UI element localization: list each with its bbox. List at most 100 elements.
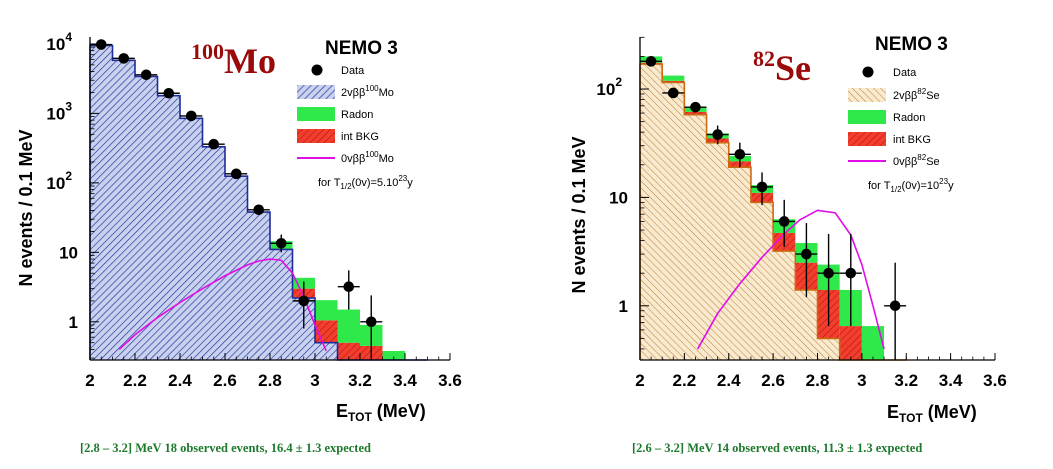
x-tick-label: 3 xyxy=(310,371,319,390)
legend-2v-label: 2vββ82Se xyxy=(893,87,940,102)
bar-bkg-bin-9 xyxy=(839,326,862,360)
data-point xyxy=(684,101,707,113)
x-tick-label: 2.8 xyxy=(806,371,830,390)
se82-axes: 2 2.2 2.4 2.6 2.8 3 3.2 3.4 3.6 102 10 1 xyxy=(596,36,1007,390)
mo100-data-points xyxy=(90,39,383,359)
legend-2v-label: 2vββ100Mo xyxy=(341,84,394,99)
se82-legend: Data 2vββ82Se Radon int BKG 0vββ82Se for… xyxy=(848,66,954,194)
data-point xyxy=(112,53,135,64)
bar-bkg-bin-11 xyxy=(337,342,360,360)
bar-2v-bin-7 xyxy=(247,212,270,360)
bar-radon-bin-11 xyxy=(337,309,360,343)
legend-2v-swatch xyxy=(848,88,886,102)
bar-2v-bin-5 xyxy=(202,146,225,360)
bar-2v-bin-1 xyxy=(112,60,135,360)
mo100-x-axis-title: ETOT (MeV) xyxy=(336,401,426,424)
se82-histogram: 2 2.2 2.4 2.6 2.8 3 3.2 3.4 3.6 102 10 1 82Se NEMO … xyxy=(569,34,1007,455)
data-point xyxy=(135,69,158,81)
legend-bkg-swatch xyxy=(848,132,886,146)
data-point xyxy=(337,270,360,310)
data-point xyxy=(728,142,751,168)
se82-y-axis-title: N events / 0.1 MeV xyxy=(569,136,589,293)
x-tick-label: 2.6 xyxy=(761,371,785,390)
data-point-marker xyxy=(734,148,746,160)
data-point xyxy=(225,168,248,180)
bar-2v-bin-4 xyxy=(728,167,751,360)
data-point-marker xyxy=(275,237,287,249)
bar-2v-bin-0 xyxy=(640,64,663,361)
x-tick-label: 2 xyxy=(635,371,644,390)
legend-bkg-swatch xyxy=(297,129,335,143)
legend-0v-label: 0vββ82Se xyxy=(893,153,940,168)
2v-histogram-outline xyxy=(639,63,907,361)
legend-radon-label: Radon xyxy=(893,112,925,124)
legend-data-label: Data xyxy=(893,67,917,79)
data-point xyxy=(360,295,383,359)
se82-zero-nu-curve-group xyxy=(696,209,885,350)
se82-caption: [2.6 – 3.2] MeV 14 observed events, 11.3… xyxy=(632,441,922,455)
zero-nu-curve xyxy=(118,258,327,352)
data-point-marker xyxy=(208,138,220,150)
bar-2v-bin-8 xyxy=(817,338,840,360)
legend-radon-swatch xyxy=(848,110,886,124)
data-point-marker xyxy=(140,69,152,81)
data-point xyxy=(773,199,796,247)
data-point-marker xyxy=(298,295,310,307)
data-point-marker xyxy=(756,181,768,193)
data-point-marker xyxy=(118,53,130,64)
se82-x-axis-title: ETOT (MeV) xyxy=(887,402,977,425)
bar-radon-bin-10 xyxy=(315,300,338,321)
y-tick-label: 104 xyxy=(46,30,72,54)
mo100-stacked-bars xyxy=(89,44,428,361)
bar-radon-bin-1 xyxy=(662,75,685,81)
x-tick-label: 2.8 xyxy=(258,371,282,390)
bar-2v-bin-6 xyxy=(225,176,248,360)
data-point xyxy=(157,87,180,99)
legend-radon-swatch xyxy=(297,107,335,121)
data-point xyxy=(839,233,862,327)
data-point xyxy=(751,172,774,206)
y-tick-label: 103 xyxy=(46,99,72,123)
y-tick-label: 102 xyxy=(46,169,72,193)
data-point-marker xyxy=(95,39,107,50)
data-point-marker xyxy=(845,267,857,279)
mo100-y-axis-title: N events / 0.1 MeV xyxy=(16,129,36,286)
x-tick-label: 2.2 xyxy=(123,371,147,390)
mo100-zero-nu-curve-group xyxy=(118,258,327,352)
legend-data-marker xyxy=(311,64,323,76)
data-point xyxy=(202,138,225,150)
x-tick-label: 2.6 xyxy=(213,371,237,390)
bar-bkg-bin-1 xyxy=(662,80,685,83)
data-point-marker xyxy=(230,168,242,180)
legend-bkg-label: int BKG xyxy=(893,134,931,146)
x-tick-label: 2 xyxy=(85,371,94,390)
data-point-marker xyxy=(185,110,197,122)
legend-bkg-label: int BKG xyxy=(341,131,379,143)
y-tick-label: 10 xyxy=(609,188,628,207)
legend-data-label: Data xyxy=(341,65,365,77)
x-tick-label: 3.4 xyxy=(393,371,417,390)
bar-2v-bin-10 xyxy=(315,342,338,360)
se82-isotope-label: 82Se xyxy=(753,46,811,88)
x-tick-label: 3.4 xyxy=(939,371,963,390)
legend-data-marker xyxy=(862,66,874,78)
data-point-marker xyxy=(889,300,901,312)
bar-2v-bin-2 xyxy=(135,76,158,361)
data-point-marker xyxy=(801,248,812,260)
se82-experiment-label: NEMO 3 xyxy=(875,34,948,55)
bar-2v-bin-2 xyxy=(684,114,707,361)
bar-radon-bin-13 xyxy=(382,350,405,360)
mo100-experiment-label: NEMO 3 xyxy=(325,38,398,59)
y-tick-label: 1 xyxy=(619,297,628,316)
mo100-legend: Data 2vββ100Mo Radon int BKG 0vββ100Mo f… xyxy=(297,64,413,191)
data-point xyxy=(795,223,818,298)
bar-2v-bin-9 xyxy=(292,298,315,360)
data-point xyxy=(884,262,907,360)
data-point xyxy=(247,204,270,216)
bar-2v-bin-1 xyxy=(662,82,685,361)
data-point-marker xyxy=(253,204,265,216)
x-tick-label: 3 xyxy=(857,371,866,390)
y-tick-label: 10 xyxy=(59,243,78,262)
data-point-marker xyxy=(823,267,834,279)
